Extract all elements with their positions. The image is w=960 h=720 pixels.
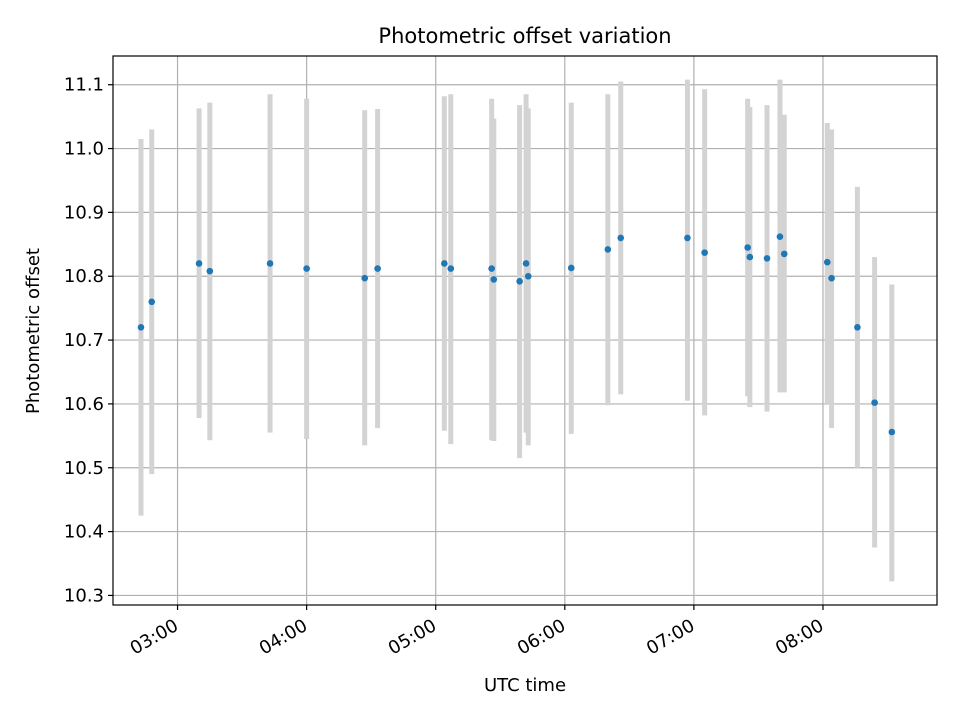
data-point xyxy=(888,428,896,436)
data-point xyxy=(441,260,448,267)
data-point xyxy=(522,260,530,267)
data-point xyxy=(744,244,751,251)
data-point xyxy=(490,276,498,283)
data-point xyxy=(604,246,612,253)
y-axis: 10.3 10.4 10.5 10.6 10.7 10.8 10.9 11.0 11.1 xyxy=(64,75,113,606)
data-point xyxy=(684,234,691,242)
chart-title: Photometric offset variation xyxy=(378,24,671,48)
y-tick-label: 10.8 xyxy=(64,266,104,287)
y-tick-label: 10.4 xyxy=(64,522,104,543)
data-point xyxy=(701,249,708,256)
data-point xyxy=(828,274,835,282)
data-point xyxy=(871,399,878,406)
data-point xyxy=(447,265,455,272)
data-point xyxy=(823,258,831,266)
data-point xyxy=(780,250,788,258)
data-point xyxy=(361,274,369,282)
y-axis-label: Photometric offset xyxy=(23,248,44,414)
y-tick-label: 10.3 xyxy=(64,585,104,606)
data-point xyxy=(524,272,532,280)
data-point xyxy=(488,265,495,272)
data-point xyxy=(266,260,274,267)
data-point xyxy=(516,278,523,285)
y-tick-label: 10.9 xyxy=(64,202,104,223)
y-tick-label: 10.6 xyxy=(64,394,104,415)
data-point xyxy=(148,298,156,306)
data-point xyxy=(567,264,575,272)
data-point xyxy=(206,267,214,275)
data-point xyxy=(763,255,771,262)
data-points xyxy=(137,233,896,436)
plot-frame xyxy=(112,55,938,606)
data-point xyxy=(854,324,861,331)
x-axis-label: UTC time xyxy=(484,675,566,696)
data-point xyxy=(303,265,310,272)
data-point xyxy=(617,234,625,242)
data-point xyxy=(137,324,145,331)
y-tick-label: 10.5 xyxy=(64,458,104,479)
data-point xyxy=(776,233,784,240)
data-point xyxy=(746,253,754,261)
y-tick-label: 11.0 xyxy=(64,139,104,160)
data-point xyxy=(195,260,203,267)
y-tick-label: 10.7 xyxy=(64,330,104,351)
y-tick-label: 11.1 xyxy=(64,75,104,96)
data-point xyxy=(374,265,381,272)
